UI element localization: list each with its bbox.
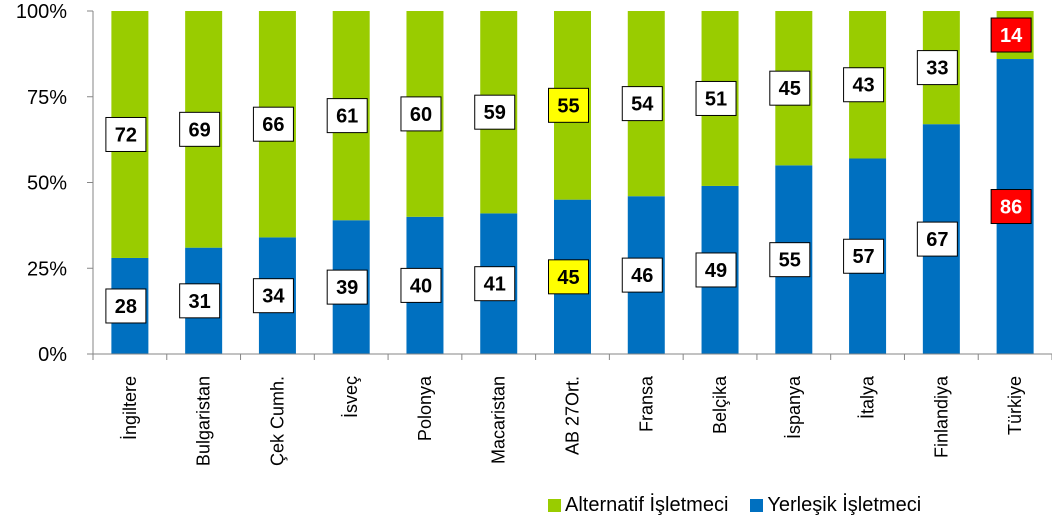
x-tick-label: Macaristan: [489, 376, 509, 464]
x-tick-label: Fransa: [636, 375, 656, 432]
legend-swatch-alternatif: [548, 499, 561, 512]
data-label-yerlesik-box: [179, 283, 221, 319]
data-label-yerlesik-box: [474, 266, 516, 302]
x-tick-label: Türkiye: [1005, 376, 1025, 435]
data-label-yerlesik: 34: [262, 286, 285, 308]
x-tick-label: Belçika: [710, 375, 730, 434]
data-label-alternatif-box: [179, 111, 221, 147]
data-label-yerlesik: 40: [410, 275, 432, 297]
data-label-yerlesik-box: [548, 259, 589, 295]
data-label-yerlesik-box: [843, 238, 885, 274]
legend-item-yerlesik: Yerleşik İşletmeci: [750, 494, 921, 517]
data-label-alternatif: 43: [852, 75, 874, 97]
data-label-alternatif-box: [326, 98, 368, 134]
data-label-yerlesik: 39: [336, 277, 358, 299]
legend-item-alternatif: Alternatif İşletmeci: [548, 494, 728, 517]
data-label-alternatif-box: [252, 106, 294, 142]
y-tick-label: 75%: [27, 87, 67, 109]
data-label-yerlesik: 67: [926, 229, 948, 251]
data-label-alternatif-box: [843, 67, 885, 103]
data-label-yerlesik-box: [990, 189, 1032, 225]
data-label-alternatif: 59: [484, 102, 506, 124]
legend-label-yerlesik: Yerleşik İşletmeci: [767, 494, 922, 516]
data-label-alternatif: 61: [336, 106, 358, 128]
data-label-alternatif: 45: [779, 78, 801, 100]
x-tick-label: İsveç: [341, 376, 361, 418]
data-label-alternatif: 66: [262, 114, 284, 136]
data-label-alternatif-box: [548, 87, 589, 123]
legend: Alternatif İşletmeci Yerleşik İşletmeci: [548, 494, 943, 517]
bars: [111, 11, 1034, 355]
data-labels: 28 72 31 69 34 66 39 61 40 60 41 59 45 55 46 54 49 51 55 45…: [105, 17, 1032, 324]
data-label-yerlesik: 41: [484, 274, 506, 296]
data-label-yerlesik: 86: [1000, 197, 1022, 219]
data-label-yerlesik-box: [695, 252, 737, 288]
data-label-alternatif-box: [695, 80, 737, 116]
data-label-yerlesik-box: [252, 278, 294, 314]
data-label-yerlesik-box: [326, 269, 368, 305]
data-label-alternatif-box: [105, 116, 147, 152]
data-label-alternatif-box: [621, 86, 663, 122]
data-label-yerlesik: 55: [779, 250, 801, 272]
data-label-alternatif: 14: [1000, 25, 1023, 47]
data-label-yerlesik-box: [916, 221, 958, 257]
legend-swatch-yerlesik: [750, 499, 764, 512]
data-label-yerlesik-box: [105, 288, 147, 324]
y-tick-label: 25%: [27, 258, 67, 280]
y-axis: 0% 25% 50% 75% 100%: [16, 1, 94, 366]
data-label-alternatif: 33: [926, 58, 948, 80]
x-tick-label: AB 27Ort.: [563, 376, 583, 455]
data-label-alternatif: 54: [631, 94, 654, 116]
data-label-yerlesik: 45: [557, 267, 579, 289]
x-tick-label: Çek Cumh.: [267, 376, 287, 466]
data-label-alternatif: 51: [705, 88, 727, 110]
data-label-yerlesik-box: [769, 242, 811, 278]
data-label-yerlesik-box: [400, 267, 442, 303]
data-label-alternatif-box: [769, 70, 811, 106]
data-label-alternatif: 55: [557, 95, 579, 117]
y-tick-label: 50%: [27, 173, 67, 195]
x-tick-label: Polonya: [415, 375, 435, 441]
x-tick-label: İspanya: [784, 375, 804, 439]
x-tick-label: Bulgaristan: [194, 376, 214, 466]
data-label-yerlesik: 46: [631, 265, 653, 287]
y-tick-label: 100%: [16, 1, 67, 23]
data-label-yerlesik-box: [621, 257, 663, 293]
data-label-alternatif-box: [990, 17, 1032, 53]
legend-label-alternatif: Alternatif İşletmeci: [565, 494, 729, 516]
x-axis: İngiltere Bulgaristan Çek Cumh. İsveç Polony…: [92, 353, 1052, 466]
x-tick-label: İtalya: [858, 375, 878, 419]
data-label-alternatif: 72: [115, 124, 137, 146]
data-label-yerlesik: 57: [852, 246, 874, 268]
data-label-alternatif-box: [916, 50, 958, 86]
y-tick-label: 0%: [38, 344, 67, 366]
data-label-alternatif-box: [474, 94, 516, 130]
data-label-yerlesik: 28: [115, 296, 137, 318]
x-tick-label: Finlandiya: [931, 375, 951, 458]
data-label-alternatif-box: [400, 96, 442, 132]
data-label-alternatif: 69: [189, 119, 211, 141]
x-tick-label: İngiltere: [120, 376, 140, 440]
data-label-alternatif: 60: [410, 104, 432, 126]
data-label-yerlesik: 49: [705, 260, 727, 282]
data-label-yerlesik: 31: [189, 291, 211, 313]
